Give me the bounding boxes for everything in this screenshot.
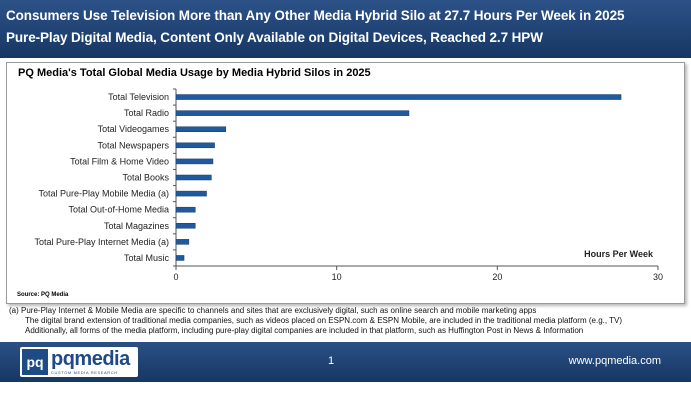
logo-tagline: CUSTOM MEDIA RESEARCH [51, 370, 118, 375]
category-label: Total Pure-Play Internet Media (a) [34, 237, 169, 247]
pqmedia-logo: pq pqmedia CUSTOM MEDIA RESEARCH [20, 347, 138, 377]
category-label: Total Radio [124, 108, 169, 118]
x-tick-label: 30 [653, 272, 663, 282]
bar [175, 239, 190, 245]
footnote-line-2: The digital brand extension of tradition… [25, 316, 623, 325]
chart-panel: PQ Media's Total Global Media Usage by M… [6, 62, 685, 304]
x-tick-label: 10 [332, 272, 342, 282]
slide-footer: pq pqmedia CUSTOM MEDIA RESEARCH 1 www.p… [0, 342, 691, 382]
category-label: Total Out-of-Home Media [68, 205, 169, 215]
category-label: Total Music [124, 253, 170, 263]
bar-chart: Total Television Total Radio Total Videoga… [34, 88, 663, 282]
bar [175, 206, 196, 213]
category-label: Total Magazines [104, 221, 170, 231]
logo-mark: pq [22, 349, 48, 375]
bar [175, 142, 215, 149]
source-note: Source: PQ Media [17, 292, 69, 298]
bar [175, 174, 212, 181]
bar [175, 190, 207, 197]
bar [175, 223, 196, 229]
bar [175, 94, 622, 100]
footnotes: (a) Pure-Play Internet & Mobile Media ar… [9, 306, 622, 336]
footnote-line-1: (a) Pure-Play Internet & Mobile Media ar… [9, 306, 537, 315]
category-label: Total Videogames [98, 124, 170, 134]
page-number: 1 [328, 355, 335, 367]
category-label: Total Television [108, 92, 169, 102]
category-label: Total Newspapers [97, 140, 169, 150]
website-link[interactable]: www.pqmedia.com [568, 355, 661, 367]
chart-title: PQ Media's Total Global Media Usage by M… [18, 67, 371, 79]
bar [175, 126, 227, 132]
x-axis-label: Hours Per Week [584, 249, 654, 259]
bottom-strip [0, 382, 691, 400]
category-label: Total Film & Home Video [70, 156, 169, 166]
x-tick-label: 20 [492, 272, 502, 282]
slide-header: Consumers Use Television More than Any O… [0, 0, 691, 58]
headline: Consumers Use Television More than Any O… [6, 8, 625, 23]
bar [175, 255, 185, 261]
subheadline: Pure-Play Digital Media, Content Only Av… [6, 30, 543, 45]
logo-text: pqmedia [51, 348, 130, 370]
category-label: Total Pure-Play Mobile Media (a) [38, 189, 169, 199]
bar [175, 158, 214, 165]
footnote-line-3: Additionally, all forms of the media pla… [25, 326, 584, 335]
x-tick-label: 0 [173, 272, 178, 282]
bar [175, 110, 410, 116]
category-label: Total Books [122, 173, 169, 183]
